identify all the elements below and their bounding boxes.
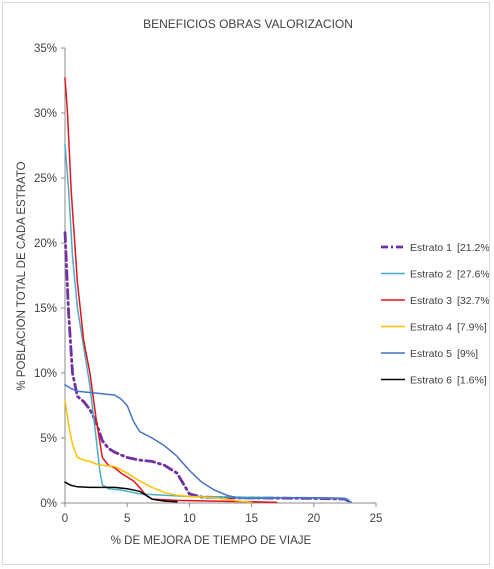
- x-tick-label: 10: [183, 513, 196, 525]
- series-line-estrato-2: [64, 143, 352, 504]
- series-line-estrato-1: [63, 231, 353, 504]
- chart-title: BENEFICIOS OBRAS VALORIZACION: [143, 17, 353, 31]
- legend-share-estrato-5: [9%]: [457, 348, 478, 360]
- legend-label-estrato-4: Estrato 4: [410, 322, 452, 334]
- series-line-estrato-3: [64, 77, 278, 504]
- y-tick-label: 30%: [34, 108, 57, 120]
- legend: Estrato 1 [21.2%] Estrato 2 [27.6%] Estrato …: [381, 242, 493, 387]
- legend-label-estrato-6: Estrato 6: [410, 375, 452, 387]
- y-tick-label: 0%: [40, 498, 57, 510]
- x-tick-label: 25: [370, 513, 383, 525]
- y-tick-label: 25%: [34, 173, 57, 185]
- x-tick-label: 5: [124, 513, 130, 525]
- y-tick-label: 20%: [34, 238, 57, 250]
- line-chart: BENEFICIOS OBRAS VALORIZACION % POBLACIO…: [16, 17, 493, 547]
- series-line-estrato-4: [64, 399, 253, 504]
- legend-share-estrato-6: [1.6%]: [457, 375, 487, 387]
- series-lines: [63, 77, 353, 504]
- x-axis-label: % DE MEJORA DE TIEMPO DE VIAJE: [111, 535, 312, 547]
- y-tick-label: 5%: [40, 433, 57, 445]
- y-tick-label: 15%: [34, 303, 57, 315]
- legend-label-estrato-1: Estrato 1: [410, 242, 452, 254]
- legend-share-estrato-2: [27.6%]: [457, 269, 489, 281]
- axes: 0% 5% 10% 15% 20% 25% 30% 35% 0 5 10 15 20 25: [34, 43, 382, 525]
- legend-label-estrato-2: Estrato 2: [410, 269, 452, 281]
- x-tick-label: 20: [307, 513, 320, 525]
- legend-label-estrato-3: Estrato 3: [410, 295, 452, 307]
- x-tick-label: 15: [245, 513, 258, 525]
- legend-label-estrato-5: Estrato 5: [410, 348, 452, 360]
- y-tick-label: 35%: [34, 43, 57, 55]
- series-line-estrato-6: [64, 481, 178, 503]
- legend-share-estrato-4: [7.9%]: [457, 322, 487, 334]
- y-tick-label: 10%: [34, 368, 57, 380]
- legend-share-estrato-3: [32.7%]: [457, 295, 489, 307]
- y-axis-label: % POBLACION TOTAL DE CADA ESTRATO: [16, 161, 28, 390]
- series-line-estrato-5: [64, 383, 352, 504]
- x-tick-label: 0: [62, 513, 68, 525]
- legend-share-estrato-1: [21.2%]: [457, 242, 489, 254]
